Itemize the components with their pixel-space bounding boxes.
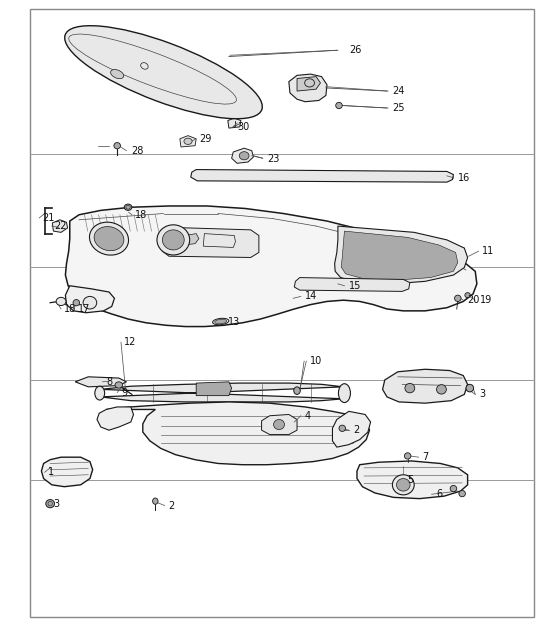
Text: 21: 21 [43,213,55,223]
Ellipse shape [450,485,457,492]
Text: 2: 2 [168,501,174,511]
Text: 26: 26 [349,45,361,55]
Ellipse shape [392,475,414,495]
Polygon shape [357,461,468,499]
Text: 15: 15 [349,281,361,291]
Ellipse shape [83,296,97,309]
Text: 12: 12 [124,337,137,347]
Text: 11: 11 [482,246,494,256]
Ellipse shape [405,383,415,393]
Polygon shape [180,136,196,147]
Text: 3: 3 [53,499,59,509]
Ellipse shape [46,500,54,507]
Text: 14: 14 [305,291,317,301]
Text: 18: 18 [135,210,147,220]
Polygon shape [332,411,371,447]
Text: 1: 1 [48,467,54,477]
Polygon shape [65,286,114,313]
Polygon shape [184,234,199,245]
Text: 28: 28 [131,146,143,156]
Polygon shape [97,407,134,430]
Ellipse shape [111,70,124,78]
Text: 17: 17 [78,304,90,314]
Text: 13: 13 [228,317,240,327]
Ellipse shape [239,151,249,160]
Polygon shape [162,227,259,257]
Ellipse shape [114,143,120,149]
Ellipse shape [465,293,470,298]
Polygon shape [75,377,126,387]
Text: 3: 3 [480,389,486,399]
Polygon shape [262,414,297,435]
Polygon shape [106,402,370,465]
Polygon shape [383,369,468,403]
Text: 22: 22 [54,221,67,231]
Polygon shape [297,77,320,91]
Text: 30: 30 [237,122,249,132]
Text: 20: 20 [468,295,480,305]
Ellipse shape [339,425,346,431]
Text: 5: 5 [408,475,414,485]
Polygon shape [232,148,253,163]
Text: 2: 2 [353,425,359,435]
Text: 4: 4 [304,411,310,421]
Ellipse shape [65,26,262,119]
Text: 23: 23 [267,154,280,164]
Ellipse shape [162,230,184,250]
Ellipse shape [157,225,190,255]
Polygon shape [289,74,327,102]
Text: 7: 7 [422,452,428,462]
Ellipse shape [305,78,314,87]
Ellipse shape [404,453,411,459]
Ellipse shape [115,382,123,388]
Polygon shape [65,206,477,327]
Text: 25: 25 [392,103,405,113]
Polygon shape [341,231,458,280]
Polygon shape [335,226,468,284]
Polygon shape [228,118,241,128]
Ellipse shape [56,298,66,305]
Ellipse shape [455,295,461,301]
Ellipse shape [274,420,284,430]
Ellipse shape [459,490,465,497]
Ellipse shape [336,102,342,109]
Polygon shape [191,170,453,182]
Ellipse shape [184,138,192,144]
Polygon shape [294,278,410,291]
Polygon shape [203,234,235,247]
Text: 10: 10 [310,356,322,366]
Ellipse shape [215,319,227,324]
Text: 19: 19 [480,295,492,305]
Text: 8: 8 [106,377,112,387]
Ellipse shape [124,204,132,210]
Polygon shape [196,382,232,396]
Ellipse shape [294,387,300,394]
Ellipse shape [466,384,474,392]
Text: 16: 16 [458,173,470,183]
Text: 24: 24 [392,86,405,96]
Ellipse shape [94,227,124,251]
Polygon shape [101,383,343,402]
Text: 29: 29 [199,134,211,144]
Polygon shape [52,220,68,232]
Text: 9: 9 [121,387,127,398]
Ellipse shape [213,318,229,325]
Ellipse shape [73,300,80,306]
Ellipse shape [437,384,446,394]
Ellipse shape [397,479,410,491]
Ellipse shape [95,386,105,400]
Polygon shape [41,457,93,487]
Ellipse shape [89,222,129,255]
Ellipse shape [153,498,158,504]
Text: 6: 6 [436,489,442,499]
Ellipse shape [338,384,350,403]
Text: 18: 18 [64,304,76,314]
